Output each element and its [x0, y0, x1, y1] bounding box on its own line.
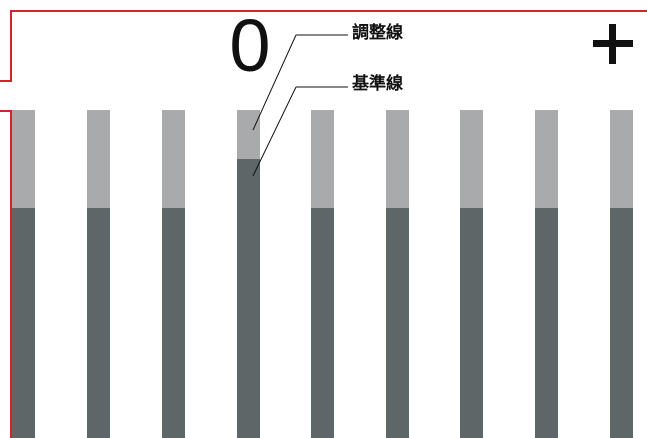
bar-2	[87, 110, 110, 438]
bar-4	[237, 110, 260, 438]
bar-8	[535, 110, 558, 438]
bar-fill	[535, 208, 558, 438]
bar-fill	[237, 159, 260, 438]
bar-fill	[610, 208, 633, 438]
bar-9	[610, 110, 633, 438]
bar-fill	[311, 208, 334, 438]
bar-5	[311, 110, 334, 438]
frame-notch-upper	[0, 80, 12, 82]
bar-3	[162, 110, 185, 438]
bar-fill	[12, 208, 35, 438]
plus-button[interactable]	[587, 18, 639, 70]
frame-top-border	[10, 10, 647, 12]
bar-fill	[386, 208, 409, 438]
frame-left-upper-border	[10, 10, 12, 80]
plus-icon-vertical	[609, 24, 616, 64]
bar-fill	[460, 208, 483, 438]
counter-value: 0	[229, 4, 271, 87]
frame-notch-lower	[0, 110, 12, 112]
frame-left-border	[10, 110, 12, 438]
bar-6	[386, 110, 409, 438]
bar-fill	[87, 208, 110, 438]
bar-7	[460, 110, 483, 438]
label-base-line: 基準線	[352, 74, 403, 94]
bar-fill	[162, 208, 185, 438]
bar-1	[12, 110, 35, 438]
label-adjust-line: 調整線	[352, 23, 403, 43]
